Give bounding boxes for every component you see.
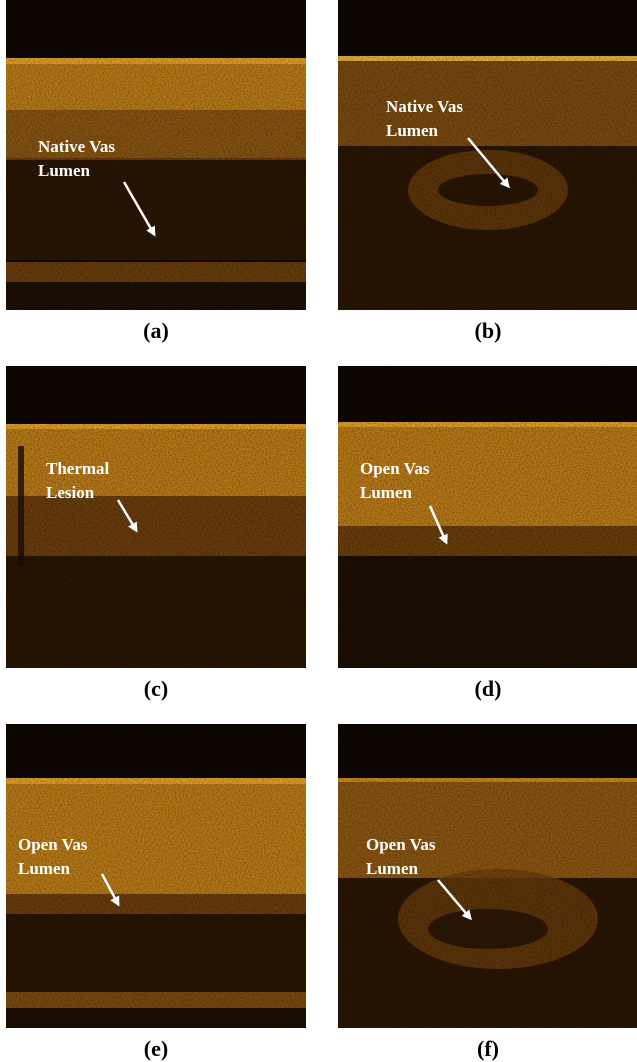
caption-c: (c)	[143, 676, 169, 701]
annotation-line1-f: Open Vas	[366, 835, 436, 854]
oct-image-a: Native Vas Lumen	[6, 0, 306, 310]
oct-image-b: Native Vas Lumen	[338, 0, 637, 310]
annotation-line1-a: Native Vas	[38, 137, 115, 156]
arrow-d	[428, 505, 448, 545]
annotation-line2-c: Lesion	[46, 483, 95, 502]
annotation-line2-d: Lumen	[360, 483, 413, 502]
caption-d: (d)	[474, 676, 502, 701]
arrow-b	[467, 137, 510, 189]
arrow-f	[437, 879, 472, 921]
annotation-line1-c: Thermal	[46, 459, 110, 478]
caption-b: (b)	[474, 318, 502, 343]
oct-image-e: Open Vas Lumen	[6, 724, 306, 1028]
annotation-line1-e: Open Vas	[18, 835, 88, 854]
annotation-line2-f: Lumen	[366, 859, 419, 878]
annotation-line2-e: Lumen	[18, 859, 71, 878]
annotation-line2-a: Lumen	[38, 161, 91, 180]
oct-image-d: Open Vas Lumen	[338, 366, 637, 668]
arrow-c	[116, 499, 138, 533]
annotation-line1-b: Native Vas	[386, 97, 463, 116]
annotation-line2-b: Lumen	[386, 121, 439, 140]
arrow-e	[100, 873, 120, 907]
oct-image-c: Thermal Lesion	[6, 366, 306, 668]
arrow-a	[122, 181, 156, 237]
caption-f: (f)	[477, 1036, 499, 1061]
caption-e: (e)	[143, 1036, 169, 1061]
annotation-line1-d: Open Vas	[360, 459, 430, 478]
oct-image-f: Open Vas Lumen	[338, 724, 637, 1028]
caption-a: (a)	[143, 318, 169, 343]
